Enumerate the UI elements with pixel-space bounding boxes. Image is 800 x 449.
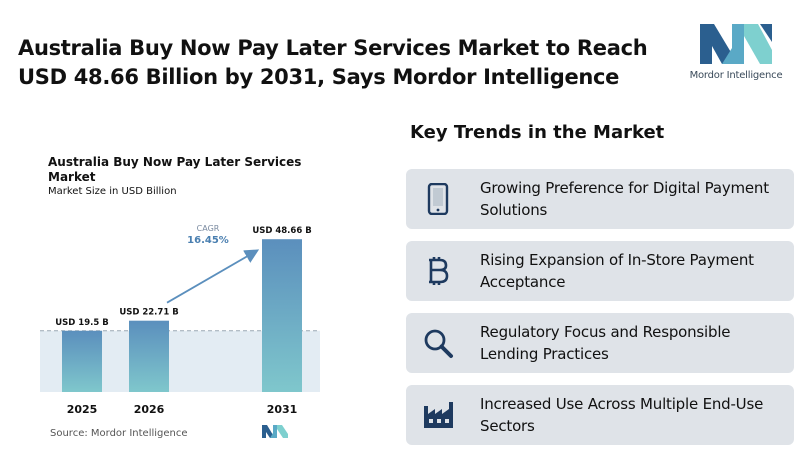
logo-text: Mordor Intelligence (689, 70, 783, 81)
logo-mark-icon (700, 24, 772, 64)
factory-icon (420, 397, 456, 433)
trend-card-regulatory: Regulatory Focus and Responsible Lending… (406, 313, 794, 373)
headline: Australia Buy Now Pay Later Services Mar… (18, 36, 648, 89)
cagr-arrow (166, 249, 260, 304)
bar-chart: USD 19.5 B 2025 USD 22.71 B 2026 USD 48.66 B… (40, 224, 320, 416)
trend-label: Rising Expansion of In-Store Payment Acc… (480, 251, 754, 291)
trends-title: Key Trends in the Market (410, 122, 665, 143)
x-tick-label: 2031 (267, 403, 298, 416)
trend-card-digital-payments: Growing Preference for Digital Payment S… (406, 169, 794, 229)
mordor-logo: Mordor Intelligence (688, 20, 784, 90)
value-label: USD 19.5 B (55, 318, 108, 328)
trend-label: Growing Preference for Digital Payment S… (480, 179, 769, 219)
trend-label: Regulatory Focus and Responsible Lending… (480, 323, 731, 363)
cagr-label: CAGR (197, 224, 220, 233)
value-label: USD 22.71 B (119, 308, 178, 318)
chart-subtitle: Market Size in USD Billion (48, 186, 177, 197)
value-label: USD 48.66 B (252, 226, 311, 236)
x-tick-label: 2025 (67, 403, 98, 416)
x-tick-label: 2026 (134, 403, 165, 416)
magnifier-icon (420, 325, 456, 361)
source-note: Source: Mordor Intelligence (50, 428, 188, 439)
mini-logo-icon (262, 425, 288, 438)
cagr-value: 16.45% (187, 235, 229, 246)
bitcoin-icon (420, 253, 456, 289)
trend-card-end-use: Increased Use Across Multiple End-Use Se… (406, 385, 794, 445)
bar-2031 (262, 239, 302, 392)
chart-title: Australia Buy Now Pay Later Services Mar… (48, 155, 302, 184)
bar-2025 (62, 330, 102, 392)
bar-2026 (129, 320, 169, 392)
trend-label: Increased Use Across Multiple End-Use Se… (480, 395, 764, 435)
trend-card-in-store: Rising Expansion of In-Store Payment Acc… (406, 241, 794, 301)
smartphone-icon (420, 181, 456, 217)
